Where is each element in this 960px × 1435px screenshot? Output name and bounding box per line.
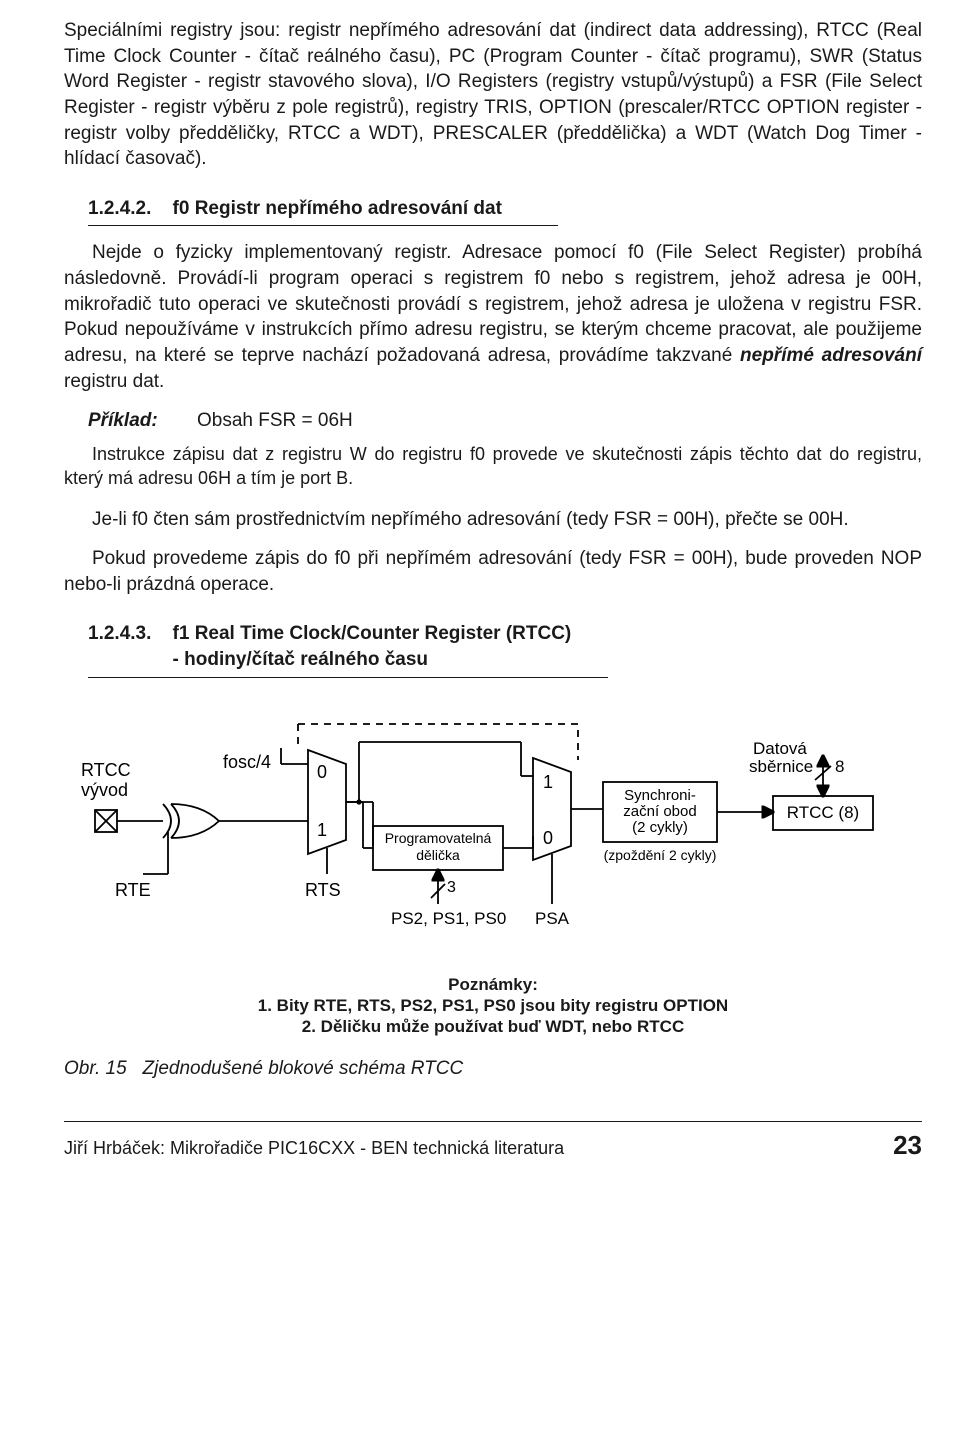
sec1-para2: Instrukce zápisu dat z registru W do reg… xyxy=(64,442,922,491)
lbl-mux2-1: 1 xyxy=(543,772,553,792)
lbl-divider1: Programovatelná xyxy=(385,830,492,846)
section-title-2a: f1 Real Time Clock/Counter Register (RTC… xyxy=(173,623,572,644)
lbl-rts: RTS xyxy=(305,880,341,900)
caption-prefix: Obr. 15 xyxy=(64,1058,127,1079)
lbl-three: 3 xyxy=(447,879,456,896)
heading-underline-2 xyxy=(88,677,608,678)
section-heading-2: 1.2.4.3. f1 Real Time Clock/Counter Regi… xyxy=(88,621,922,672)
lbl-eight: 8 xyxy=(835,757,844,776)
lbl-mux1-0: 0 xyxy=(317,762,327,782)
lbl-rtcc-vyvod1: RTCC xyxy=(81,760,131,780)
page-number: 23 xyxy=(893,1128,922,1163)
lbl-rtcc8: RTCC (8) xyxy=(787,803,859,822)
lbl-datova1: Datová xyxy=(753,739,807,758)
sec1-para3: Je-li f0 čten sám prostřednictvím nepřím… xyxy=(64,507,922,533)
diagram-svg: RTCC vývod RTE fosc/4 0 1 RTS xyxy=(73,706,913,966)
sec1-p1c: registru dat. xyxy=(64,371,164,392)
footer-rule xyxy=(64,1121,922,1122)
notes-title: Poznámky: xyxy=(64,974,922,995)
lbl-sync2: zační obod xyxy=(623,803,696,820)
example-row: Příklad: Obsah FSR = 06H xyxy=(88,408,922,434)
page-footer: Jiří Hrbáček: Mikrořadiče PIC16CXX - BEN… xyxy=(64,1128,922,1163)
section-title-1: f0 Registr nepřímého adresování dat xyxy=(173,198,502,219)
note-2: 2. Děličku může používat buď WDT, nebo R… xyxy=(64,1016,922,1037)
rtcc-block-diagram: RTCC vývod RTE fosc/4 0 1 RTS xyxy=(64,706,922,966)
lbl-mux1-1: 1 xyxy=(317,820,327,840)
caption-text: Zjednodušené blokové schéma RTCC xyxy=(143,1058,464,1079)
lbl-fosc4: fosc/4 xyxy=(223,752,271,772)
section-heading-1: 1.2.4.2. f0 Registr nepřímého adresování… xyxy=(88,196,922,222)
diagram-notes: Poznámky: 1. Bity RTE, RTS, PS2, PS1, PS… xyxy=(64,974,922,1038)
example-label: Příklad: xyxy=(88,410,158,431)
lbl-sync1: Synchroni- xyxy=(624,787,696,804)
lbl-zpozdeni: (zpoždění 2 cykly) xyxy=(604,847,717,863)
heading-underline-1 xyxy=(88,225,558,226)
lbl-rtcc-vyvod2: vývod xyxy=(81,780,128,800)
sec1-p1b: nepřímé adresování xyxy=(740,345,922,366)
lbl-divider2: dělička xyxy=(416,847,460,863)
lbl-ps: PS2, PS1, PS0 xyxy=(391,909,506,928)
sec1-para4: Pokud provedeme zápis do f0 při nepřímém… xyxy=(64,546,922,597)
lbl-psa: PSA xyxy=(535,909,570,928)
footer-text: Jiří Hrbáček: Mikrořadiče PIC16CXX - BEN… xyxy=(64,1136,564,1160)
note-1: 1. Bity RTE, RTS, PS2, PS1, PS0 jsou bit… xyxy=(64,995,922,1016)
intro-paragraph: Speciálními registry jsou: registr nepří… xyxy=(64,18,922,172)
figure-caption: Obr. 15 Zjednodušené blokové schéma RTCC xyxy=(64,1056,922,1082)
section-num-2: 1.2.4.3. xyxy=(88,623,151,644)
lbl-rte: RTE xyxy=(115,880,151,900)
section-num-1: 1.2.4.2. xyxy=(88,198,151,219)
example-value: Obsah FSR = 06H xyxy=(197,410,353,431)
lbl-sync3: (2 cykly) xyxy=(632,819,688,836)
section-title-2b: - hodiny/čítač reálného času xyxy=(173,649,429,670)
lbl-mux2-0: 0 xyxy=(543,828,553,848)
sec1-para1: Nejde o fyzicky implementovaný registr. … xyxy=(64,240,922,394)
lbl-datova2: sběrnice xyxy=(749,757,813,776)
